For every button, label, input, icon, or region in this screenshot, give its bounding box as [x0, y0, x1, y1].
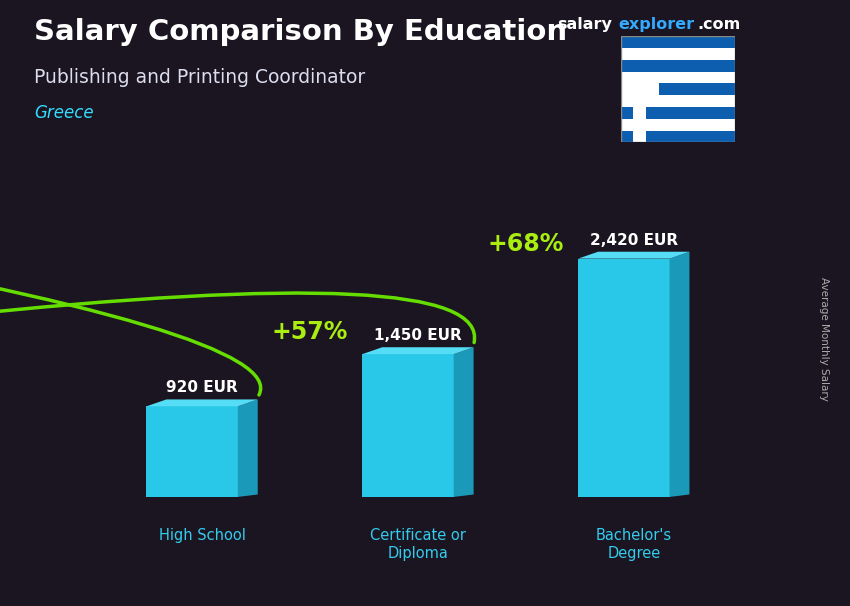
Text: Average Monthly Salary: Average Monthly Salary	[819, 278, 829, 401]
Bar	[578, 259, 670, 497]
Text: High School: High School	[159, 528, 246, 544]
Text: Greece: Greece	[34, 104, 94, 122]
Bar	[620, 36, 735, 48]
Bar	[146, 406, 238, 497]
Polygon shape	[146, 399, 258, 406]
Text: 920 EUR: 920 EUR	[167, 381, 238, 396]
Text: 1,450 EUR: 1,450 EUR	[374, 328, 462, 343]
Text: explorer: explorer	[619, 17, 695, 32]
Text: Certificate or
Diploma: Certificate or Diploma	[370, 528, 466, 561]
Text: salary: salary	[557, 17, 612, 32]
Bar	[633, 84, 646, 142]
Bar	[620, 60, 735, 72]
Text: +68%: +68%	[488, 232, 564, 256]
Polygon shape	[238, 399, 258, 497]
Polygon shape	[670, 251, 689, 497]
Bar	[620, 84, 659, 95]
Polygon shape	[578, 251, 689, 259]
Text: Publishing and Printing Coordinator: Publishing and Printing Coordinator	[34, 68, 366, 87]
Bar	[620, 107, 735, 119]
Polygon shape	[454, 347, 473, 497]
Bar	[362, 354, 454, 497]
Bar	[620, 84, 735, 95]
Bar	[620, 131, 735, 142]
Polygon shape	[362, 347, 473, 354]
Text: Salary Comparison By Education: Salary Comparison By Education	[34, 18, 567, 46]
Text: +57%: +57%	[272, 320, 348, 344]
Text: .com: .com	[697, 17, 740, 32]
Bar	[620, 72, 735, 84]
Text: 2,420 EUR: 2,420 EUR	[590, 233, 678, 248]
Text: Bachelor's
Degree: Bachelor's Degree	[596, 528, 672, 561]
Bar	[620, 95, 735, 107]
Bar	[620, 119, 735, 131]
Bar	[620, 48, 735, 60]
